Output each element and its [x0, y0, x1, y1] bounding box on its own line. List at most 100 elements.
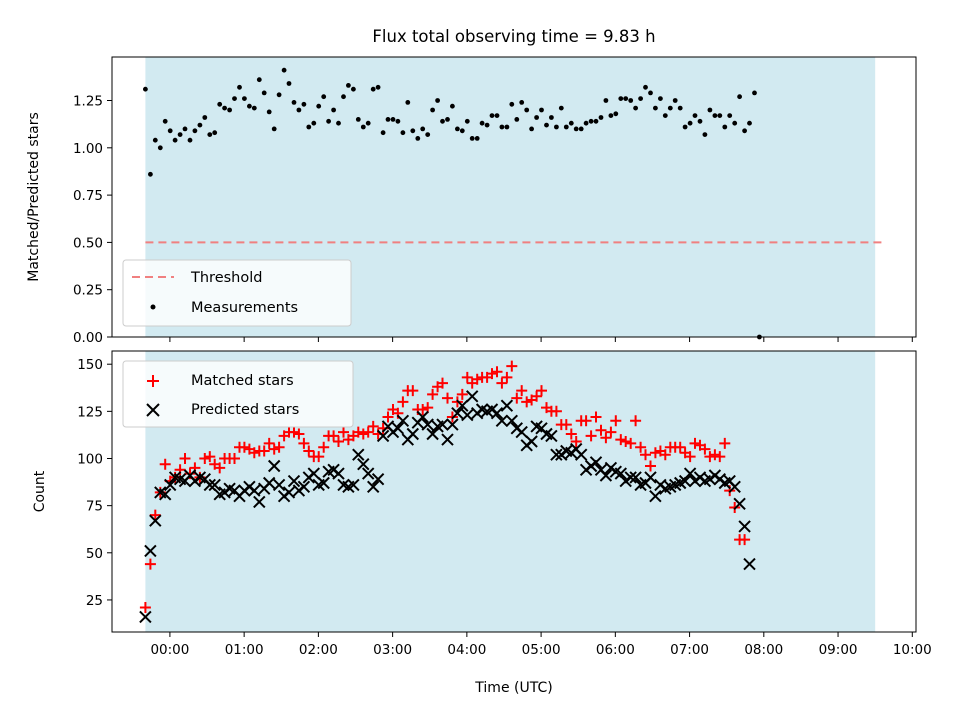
measurement-point	[425, 132, 431, 138]
predicted-star-point	[743, 557, 756, 571]
measurement-point	[430, 107, 435, 113]
matched-star-point	[273, 441, 285, 453]
measurement-point	[618, 96, 624, 101]
matched-star-point	[338, 426, 349, 438]
matched-star-point	[333, 436, 344, 447]
matched-star-point	[521, 396, 533, 408]
matched-star-point	[560, 419, 572, 431]
measurement-point	[281, 67, 287, 73]
predicted-star-point	[490, 406, 504, 420]
measurement-point	[197, 122, 203, 128]
matched-star-point	[258, 445, 270, 457]
measurement-point	[370, 86, 376, 92]
measurement-point	[633, 105, 638, 111]
matched-star-point	[298, 437, 310, 449]
y-tick-label: 1.00	[73, 141, 103, 157]
measurement-point	[400, 130, 406, 136]
measurement-point	[217, 101, 223, 107]
legend-threshold-label: Threshold	[190, 270, 262, 286]
predicted-star-point	[426, 427, 439, 441]
measurement-point	[380, 130, 386, 136]
matched-star-point	[709, 449, 721, 461]
matched-star-point	[615, 434, 627, 446]
matched-star-point	[139, 602, 151, 613]
legend-predicted-swatch	[146, 403, 160, 417]
predicted-star-point	[163, 478, 177, 492]
measurement-point	[737, 94, 742, 100]
matched-star-point	[357, 428, 369, 440]
measurement-point	[623, 96, 629, 101]
measurement-point	[603, 98, 609, 103]
measurement-point	[524, 107, 530, 113]
measurement-point	[187, 137, 193, 143]
matched-star-point	[318, 441, 330, 453]
measurement-point	[148, 171, 153, 177]
measurement-point	[212, 130, 218, 136]
predicted-star-point	[525, 435, 538, 448]
measurement-point	[484, 122, 490, 128]
measurement-point	[628, 98, 634, 103]
matched-star-point	[382, 411, 394, 423]
measurement-point	[613, 111, 619, 117]
predicted-star-point	[629, 471, 642, 484]
measurement-point	[247, 103, 252, 109]
measurement-point	[544, 122, 549, 128]
y-tick-label: 75	[86, 499, 103, 515]
measurement-point	[558, 105, 564, 111]
matched-star-point	[352, 426, 364, 438]
top-y-axis-label: Matched/Predicted stars	[26, 112, 42, 282]
top-plot-frame	[111, 56, 917, 338]
y-tick-label: 0.75	[73, 188, 103, 204]
matched-star-point	[501, 371, 513, 383]
bottom-y-axis-label: Count	[32, 470, 48, 512]
predicted-star-point	[396, 414, 410, 428]
matched-star-point	[486, 368, 498, 380]
measurement-point	[237, 84, 242, 90]
measurement-point	[311, 120, 317, 126]
matched-star-point	[461, 371, 473, 383]
measurement-point	[747, 120, 752, 126]
measurement-point	[271, 126, 277, 132]
measurement-point	[455, 126, 460, 132]
measurement-point	[167, 128, 173, 134]
matched-star-point	[649, 447, 661, 459]
matched-star-point	[491, 366, 503, 378]
measurement-point	[301, 101, 307, 107]
measurement-point	[648, 90, 653, 96]
matched-star-point	[605, 426, 617, 438]
measurement-point	[182, 126, 188, 132]
predicted-star-point	[456, 399, 469, 412]
predicted-star-point	[441, 433, 454, 446]
measurement-point	[469, 136, 475, 141]
matched-star-point	[570, 436, 582, 447]
x-tick-label: 08:00	[744, 642, 783, 658]
measurement-point	[722, 124, 728, 130]
measurement-point	[707, 107, 713, 113]
measurement-point	[687, 120, 693, 126]
measurement-point	[222, 105, 228, 111]
measurement-point	[435, 98, 440, 103]
bottom-legend-box	[122, 360, 354, 428]
measurement-point	[261, 90, 267, 96]
measurement-point	[519, 100, 525, 105]
y-tick-label: 100	[77, 451, 103, 467]
measurement-point	[593, 118, 599, 124]
measurement-point	[662, 113, 668, 118]
predicted-star-point	[248, 484, 261, 497]
measurement-point	[360, 124, 366, 130]
y-tick-label: 1.25	[73, 94, 103, 110]
measurement-point	[752, 90, 757, 96]
predicted-star-point	[589, 456, 603, 469]
measurement-point	[162, 118, 168, 124]
predicted-star-point	[297, 480, 311, 494]
predicted-star-point	[515, 425, 528, 439]
x-axis-label: Time (UTC)	[474, 680, 552, 696]
predicted-star-point	[649, 489, 662, 503]
matched-star-point	[739, 534, 751, 546]
measurement-point	[692, 113, 698, 118]
matched-star-point	[699, 443, 711, 455]
measurement-point	[697, 118, 703, 124]
measurement-point	[504, 124, 510, 130]
measurement-point	[578, 126, 584, 132]
